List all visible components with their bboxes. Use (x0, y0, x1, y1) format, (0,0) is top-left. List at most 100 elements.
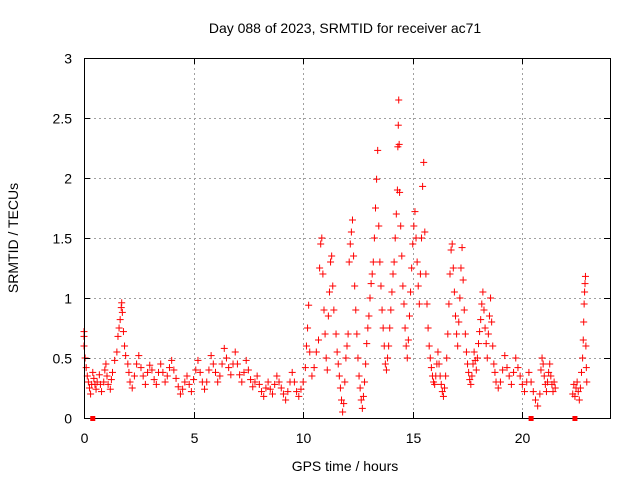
data-point (454, 342, 462, 350)
data-point (146, 361, 154, 369)
data-point (505, 372, 513, 380)
data-point (214, 378, 222, 386)
data-point (159, 368, 167, 376)
data-point (205, 366, 213, 374)
data-point (255, 380, 263, 388)
data-point (207, 352, 215, 360)
data-point (544, 378, 552, 386)
data-point (485, 312, 493, 320)
data-point (525, 368, 533, 376)
data-point (422, 270, 430, 278)
data-point (580, 300, 588, 308)
data-point (366, 294, 374, 302)
data-point (467, 380, 475, 388)
data-point (157, 360, 165, 368)
data-point (244, 366, 252, 374)
data-point (152, 380, 160, 388)
data-point (404, 336, 412, 344)
data-point (168, 356, 176, 364)
data-point (480, 306, 488, 314)
data-point (141, 380, 149, 388)
data-point (297, 385, 305, 393)
data-point (358, 404, 366, 412)
data-point (542, 388, 550, 396)
data-point (435, 360, 443, 368)
data-point (185, 380, 193, 388)
data-point (225, 364, 233, 372)
data-point (119, 328, 127, 336)
gap-markers (90, 416, 578, 421)
data-point (203, 378, 211, 386)
data-point (95, 371, 103, 379)
data-point (118, 299, 126, 307)
data-point (238, 378, 246, 386)
data-point (89, 368, 97, 376)
data-point (148, 366, 156, 374)
data-point (521, 388, 529, 396)
x-tick-label: 20 (515, 430, 531, 446)
data-point (323, 366, 331, 374)
data-point (423, 300, 431, 308)
data-point (483, 354, 491, 362)
x-tick-label: 5 (191, 430, 199, 446)
data-point (424, 324, 432, 332)
data-point (442, 372, 450, 380)
data-point (118, 308, 126, 316)
data-point (338, 396, 346, 404)
data-point (457, 264, 465, 272)
data-point (315, 336, 323, 344)
data-point (411, 208, 419, 216)
data-point (262, 384, 270, 392)
data-point (260, 392, 268, 400)
data-point (170, 366, 178, 374)
data-point (345, 258, 353, 266)
data-point (466, 376, 474, 384)
data-point (410, 222, 418, 230)
data-point (501, 352, 509, 360)
data-point (104, 380, 112, 388)
data-point (361, 378, 369, 386)
data-point (427, 364, 435, 372)
data-point (351, 282, 359, 290)
data-point (527, 378, 535, 386)
data-point (482, 340, 490, 348)
data-point (266, 385, 274, 393)
data-point (339, 408, 347, 416)
data-point (478, 300, 486, 308)
data-point (340, 400, 348, 408)
data-point (165, 364, 173, 372)
data-point (481, 324, 489, 332)
data-point (418, 234, 426, 242)
data-point (222, 354, 230, 362)
data-point (496, 378, 504, 386)
data-point (578, 368, 586, 376)
data-point (101, 366, 109, 374)
data-point (362, 360, 370, 368)
data-point (333, 348, 341, 356)
data-point (308, 372, 316, 380)
data-point (220, 344, 228, 352)
data-point (277, 384, 285, 392)
data-point (115, 324, 123, 332)
data-point (236, 371, 244, 379)
data-point (398, 252, 406, 260)
data-point (388, 288, 396, 296)
data-point (82, 364, 90, 372)
data-point (370, 234, 378, 242)
data-point (529, 388, 537, 396)
data-point (347, 228, 355, 236)
data-point (384, 354, 392, 362)
data-point (108, 368, 116, 376)
data-point (581, 272, 589, 280)
data-point (407, 288, 415, 296)
data-point (344, 330, 352, 338)
data-point (574, 388, 582, 396)
data-point (196, 368, 204, 376)
data-point (445, 300, 453, 308)
data-point (275, 378, 283, 386)
data-point (144, 368, 152, 376)
data-point (364, 324, 372, 332)
data-point (581, 288, 589, 296)
data-point (106, 385, 114, 393)
data-point (365, 312, 373, 320)
